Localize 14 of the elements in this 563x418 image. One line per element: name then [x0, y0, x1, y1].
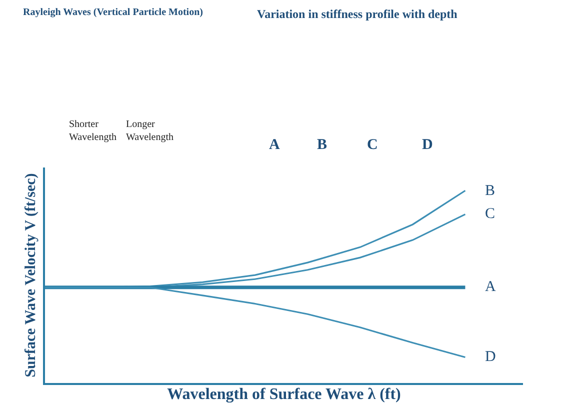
- series-label: B: [485, 183, 496, 199]
- series-label: D: [485, 349, 496, 365]
- text: B: [317, 137, 328, 153]
- text: Shorter Wavelength: [69, 119, 117, 143]
- text: C: [367, 137, 378, 153]
- text: Variation in stiffness profile with depth: [257, 7, 458, 21]
- text: Rayleigh Waves (Vertical Particle Motion): [23, 7, 203, 18]
- series-label: A: [485, 279, 496, 295]
- y-axis-title: Surface Wave Velocity V (ft/sec): [23, 173, 39, 378]
- text: Longer Wavelength: [126, 119, 174, 143]
- series-label: C: [485, 206, 496, 222]
- text: A: [269, 137, 280, 153]
- text: D: [422, 137, 433, 153]
- x-axis-title: Wavelength of Surface Wave λ (ft): [167, 386, 401, 403]
